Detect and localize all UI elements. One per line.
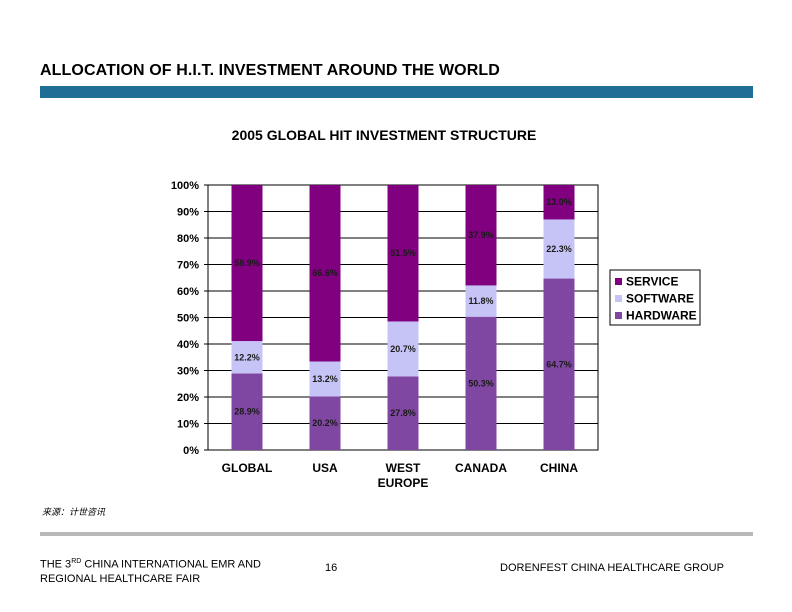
bar-segment-software (387, 321, 419, 377)
y-tick-label: 90% (177, 207, 199, 219)
legend-label-service: SERVICE (626, 275, 678, 289)
data-label-hardware: 50.3% (468, 378, 494, 388)
bar-segment-software (543, 219, 575, 279)
data-label-software: 22.3% (546, 244, 572, 254)
footer-divider (40, 532, 753, 536)
bar-segment-service (231, 185, 263, 342)
footer-event-prefix: THE 3 (40, 558, 72, 571)
bar-segment-hardware (309, 396, 341, 450)
y-tick-label: 50% (177, 313, 199, 325)
x-category-label: USA (312, 461, 338, 475)
bar-segment-service (465, 185, 497, 286)
data-label-service: 13.0% (546, 197, 572, 207)
legend-swatch-software (615, 295, 622, 302)
data-label-hardware: 28.9% (234, 407, 260, 417)
legend-label-hardware: HARDWARE (626, 309, 697, 323)
data-label-hardware: 64.7% (546, 359, 572, 369)
source-note: 来源：计世咨讯 (42, 508, 106, 518)
x-category-label: WEST (386, 461, 421, 475)
bar-segment-hardware (231, 373, 263, 450)
data-label-software: 12.2% (234, 352, 260, 362)
x-category-label: GLOBAL (222, 461, 273, 475)
bar-segment-hardware (387, 376, 419, 450)
bar-segment-software (309, 361, 341, 397)
data-label-service: 37.9% (468, 230, 494, 240)
y-tick-label: 40% (177, 339, 199, 351)
title-accent-bar (40, 86, 753, 98)
y-tick-label: 80% (177, 233, 199, 245)
data-label-hardware: 27.8% (390, 408, 416, 418)
bar-segment-service (543, 185, 575, 220)
bar-segment-service (387, 185, 419, 322)
y-tick-label: 0% (183, 445, 199, 457)
bar-segment-service (309, 185, 341, 362)
footer-event-suffix: CHINA INTERNATIONAL EMR AND (81, 558, 262, 571)
legend-swatch-hardware (615, 312, 622, 319)
footer-event-superscript: RD (71, 558, 82, 565)
chart-title: 2005 GLOBAL HIT INVESTMENT STRUCTURE (232, 127, 537, 143)
bar-segment-software (231, 341, 263, 374)
y-tick-label: 100% (171, 180, 199, 192)
data-label-service: 58.9% (234, 258, 260, 268)
footer-event-name: THE 3RD CHINA INTERNATIONAL EMR AND REGI… (40, 555, 261, 586)
footer-event-line2: REGIONAL HEALTHCARE FAIR (40, 572, 201, 585)
x-category-label: CHINA (540, 461, 578, 475)
bar-segment-software (465, 285, 497, 317)
data-label-software: 20.7% (390, 344, 416, 354)
data-label-software: 11.8% (468, 296, 493, 306)
bar-segment-hardware (543, 278, 575, 450)
slide-title: ALLOCATION OF H.I.T. INVESTMENT AROUND T… (40, 62, 500, 79)
legend-box (609, 269, 701, 326)
y-tick-label: 60% (177, 286, 199, 298)
footer-company: DORENFEST CHINA HEALTHCARE GROUP (500, 562, 724, 574)
y-tick-label: 30% (177, 366, 199, 378)
data-label-service: 51.5% (390, 248, 416, 258)
data-label-software: 13.2% (312, 374, 338, 384)
data-label-service: 66.6% (312, 268, 338, 278)
bar-segment-hardware (465, 316, 497, 450)
data-label-hardware: 20.2% (312, 418, 338, 428)
legend-swatch-service (615, 278, 622, 285)
legend-label-software: SOFTWARE (626, 292, 694, 306)
y-tick-label: 70% (177, 260, 199, 272)
y-tick-label: 20% (177, 392, 199, 404)
page-number: 16 (325, 562, 338, 574)
x-category-label: EUROPE (378, 476, 429, 490)
y-tick-label: 10% (177, 419, 199, 431)
x-category-label: CANADA (455, 461, 507, 475)
